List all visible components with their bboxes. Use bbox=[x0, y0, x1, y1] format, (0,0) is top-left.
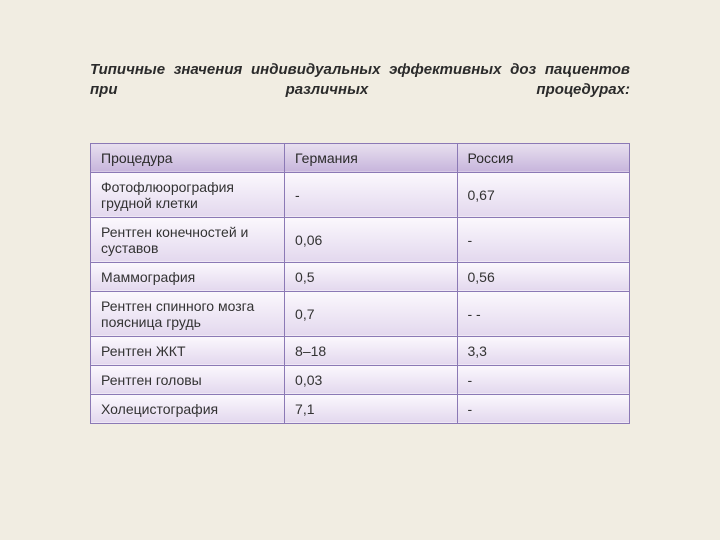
cell-russia: - bbox=[457, 394, 630, 423]
table-row: Маммография 0,5 0,56 bbox=[91, 262, 630, 291]
table-header-row: Процедура Германия Россия bbox=[91, 143, 630, 172]
cell-procedure: Рентген конечностей и суставов bbox=[91, 217, 285, 262]
cell-germany: 0,5 bbox=[285, 262, 457, 291]
table-row: Рентген конечностей и суставов 0,06 - bbox=[91, 217, 630, 262]
table-row: Фотофлюорография грудной клетки - 0,67 bbox=[91, 172, 630, 217]
cell-germany: 0,7 bbox=[285, 291, 457, 336]
col-header-russia: Россия bbox=[457, 143, 630, 172]
cell-russia: - bbox=[457, 217, 630, 262]
cell-russia: 0,67 bbox=[457, 172, 630, 217]
cell-procedure: Рентген головы bbox=[91, 365, 285, 394]
slide-title: Типичные значения индивидуальных эффекти… bbox=[90, 60, 630, 101]
table-body: Фотофлюорография грудной клетки - 0,67 Р… bbox=[91, 172, 630, 423]
col-header-germany: Германия bbox=[285, 143, 457, 172]
cell-procedure: Рентген спинного мозга поясница грудь bbox=[91, 291, 285, 336]
cell-germany: 0,06 bbox=[285, 217, 457, 262]
cell-germany: 8–18 bbox=[285, 336, 457, 365]
table-header: Процедура Германия Россия bbox=[91, 143, 630, 172]
cell-russia: 0,56 bbox=[457, 262, 630, 291]
table-row: Рентген ЖКТ 8–18 3,3 bbox=[91, 336, 630, 365]
cell-russia: - bbox=[457, 365, 630, 394]
cell-procedure: Холецистография bbox=[91, 394, 285, 423]
table-row: Рентген головы 0,03 - bbox=[91, 365, 630, 394]
col-header-procedure: Процедура bbox=[91, 143, 285, 172]
cell-procedure: Рентген ЖКТ bbox=[91, 336, 285, 365]
cell-germany: - bbox=[285, 172, 457, 217]
cell-germany: 0,03 bbox=[285, 365, 457, 394]
cell-procedure: Маммография bbox=[91, 262, 285, 291]
cell-russia: 3,3 bbox=[457, 336, 630, 365]
slide: Типичные значения индивидуальных эффекти… bbox=[0, 0, 720, 540]
cell-russia: - - bbox=[457, 291, 630, 336]
table-row: Рентген спинного мозга поясница грудь 0,… bbox=[91, 291, 630, 336]
cell-procedure: Фотофлюорография грудной клетки bbox=[91, 172, 285, 217]
table-row: Холецистография 7,1 - bbox=[91, 394, 630, 423]
cell-germany: 7,1 bbox=[285, 394, 457, 423]
dose-table: Процедура Германия Россия Фотофлюорограф… bbox=[90, 143, 630, 424]
